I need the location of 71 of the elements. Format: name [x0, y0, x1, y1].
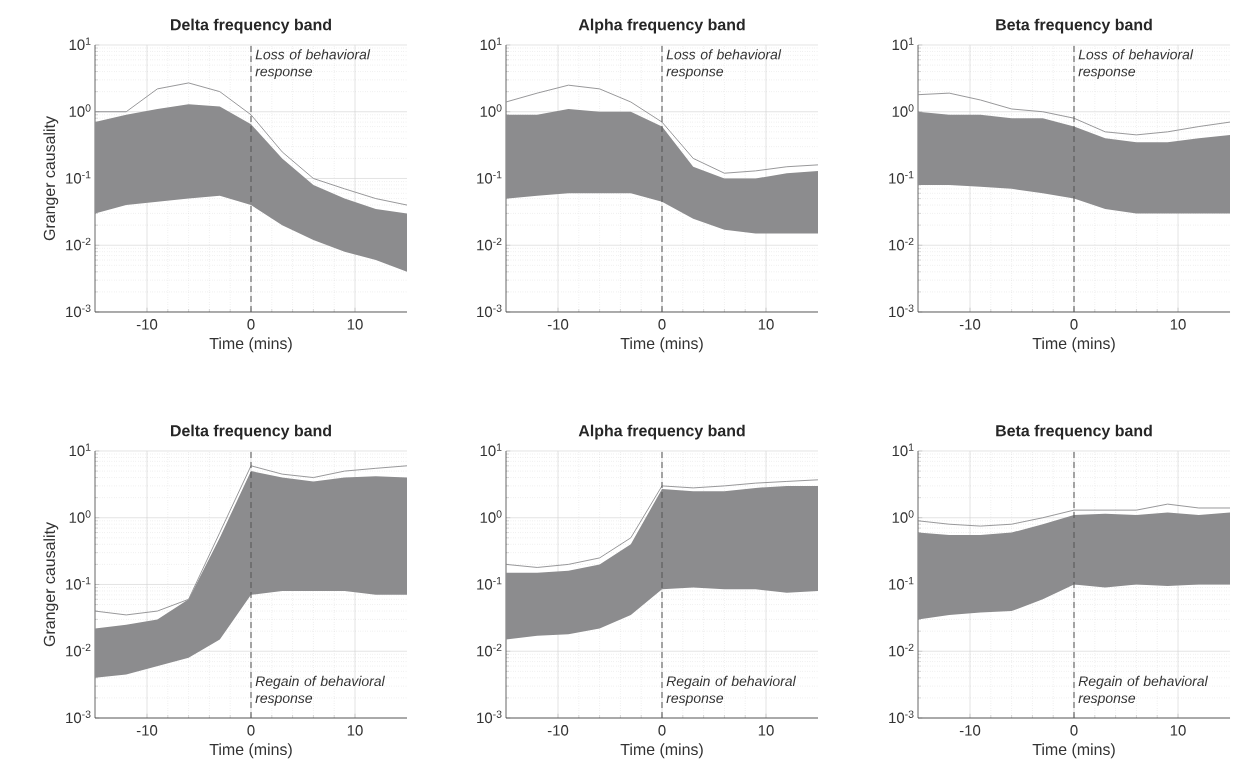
x-tick-label: -10	[959, 725, 981, 736]
x-tick-label: 0	[247, 319, 255, 330]
y-tick-label: 10$^{-1}$	[477, 171, 502, 184]
line-series	[918, 92, 1231, 136]
y-tick-label: 10$^{1}$	[892, 443, 914, 457]
x-axis-title: Time (mins)	[1032, 337, 1115, 353]
line-series	[506, 84, 819, 174]
x-tick-label: -10	[136, 319, 158, 330]
y-tick-label: 10$^{-2}$	[477, 237, 502, 251]
y-tick-label: 10$^{-3}$	[477, 710, 502, 724]
y-axis-title: Granger causality	[43, 116, 59, 241]
y-tick-label: 10$^{0}$	[480, 510, 502, 523]
chart-title: Delta frequency band	[171, 424, 331, 440]
x-tick-label: -10	[959, 319, 981, 330]
ref-line-label: Loss of behavioral response	[666, 49, 782, 80]
y-axis-title: Granger causality	[43, 522, 59, 647]
y-tick-label: 10$^{-3}$	[66, 304, 91, 318]
x-tick-label: 0	[658, 725, 666, 736]
x-axis-title: Time (mins)	[209, 743, 292, 759]
y-tick-label: 10$^{-1}$	[889, 171, 914, 184]
chart-title: Delta frequency band	[171, 18, 331, 34]
chart-title: Beta frequency band	[996, 424, 1152, 440]
chart-title: Alpha frequency band	[578, 18, 745, 34]
ref-line-label: Loss of behavioral response	[255, 49, 371, 80]
x-axis-title: Time (mins)	[620, 743, 703, 759]
x-tick-label: 10	[347, 319, 363, 330]
y-tick-label: 10$^{1}$	[892, 37, 914, 51]
y-tick-label: 10$^{-2}$	[66, 643, 91, 657]
y-tick-label: 10$^{-3}$	[66, 710, 91, 724]
y-tick-label: 10$^{-2}$	[66, 237, 91, 251]
y-tick-label: 10$^{-1}$	[889, 577, 914, 590]
ref-line-label: Regain of behavioral response	[666, 675, 796, 706]
y-tick-label: 10$^{0}$	[892, 510, 914, 523]
x-tick-label: 10	[758, 319, 774, 330]
y-tick-label: 10$^{-2}$	[889, 237, 914, 251]
y-tick-label: 10$^{-3}$	[477, 304, 502, 318]
y-tick-label: 10$^{-1}$	[66, 577, 91, 590]
y-tick-label: 10$^{-1}$	[66, 171, 91, 184]
y-tick-label: 10$^{0}$	[69, 104, 91, 117]
ref-line-label: Regain of behavioral response	[1078, 675, 1208, 706]
x-tick-label: 0	[1070, 725, 1078, 736]
x-tick-label: -10	[136, 725, 158, 736]
ref-line-label: Regain of behavioral response	[255, 675, 385, 706]
x-tick-label: 0	[658, 319, 666, 330]
y-tick-label: 10$^{0}$	[480, 104, 502, 117]
x-axis-title: Time (mins)	[1032, 743, 1115, 759]
ref-line-label: Loss of behavioral response	[1078, 49, 1194, 80]
y-tick-label: 10$^{0}$	[69, 510, 91, 523]
x-tick-label: -10	[547, 725, 569, 736]
x-tick-label: 10	[1170, 319, 1186, 330]
x-tick-label: 0	[247, 725, 255, 736]
chart-title: Alpha frequency band	[578, 424, 745, 440]
y-tick-label: 10$^{1}$	[69, 443, 91, 457]
x-tick-label: -10	[547, 319, 569, 330]
line-series	[95, 82, 407, 206]
y-tick-label: 10$^{0}$	[892, 104, 914, 117]
x-axis-title: Time (mins)	[209, 337, 292, 353]
x-tick-label: 10	[758, 725, 774, 736]
x-axis-title: Time (mins)	[620, 337, 703, 353]
y-tick-label: 10$^{-3}$	[889, 304, 914, 318]
y-tick-label: 10$^{1}$	[480, 37, 502, 51]
y-tick-label: 10$^{1}$	[480, 443, 502, 457]
y-tick-label: 10$^{-2}$	[889, 643, 914, 657]
y-tick-label: 10$^{1}$	[69, 37, 91, 51]
y-tick-label: 10$^{-2}$	[477, 643, 502, 657]
x-tick-label: 10	[347, 725, 363, 736]
y-tick-label: 10$^{-3}$	[889, 710, 914, 724]
x-tick-label: 0	[1070, 319, 1078, 330]
y-tick-label: 10$^{-1}$	[477, 577, 502, 590]
chart-title: Beta frequency band	[996, 18, 1152, 34]
x-tick-label: 10	[1170, 725, 1186, 736]
